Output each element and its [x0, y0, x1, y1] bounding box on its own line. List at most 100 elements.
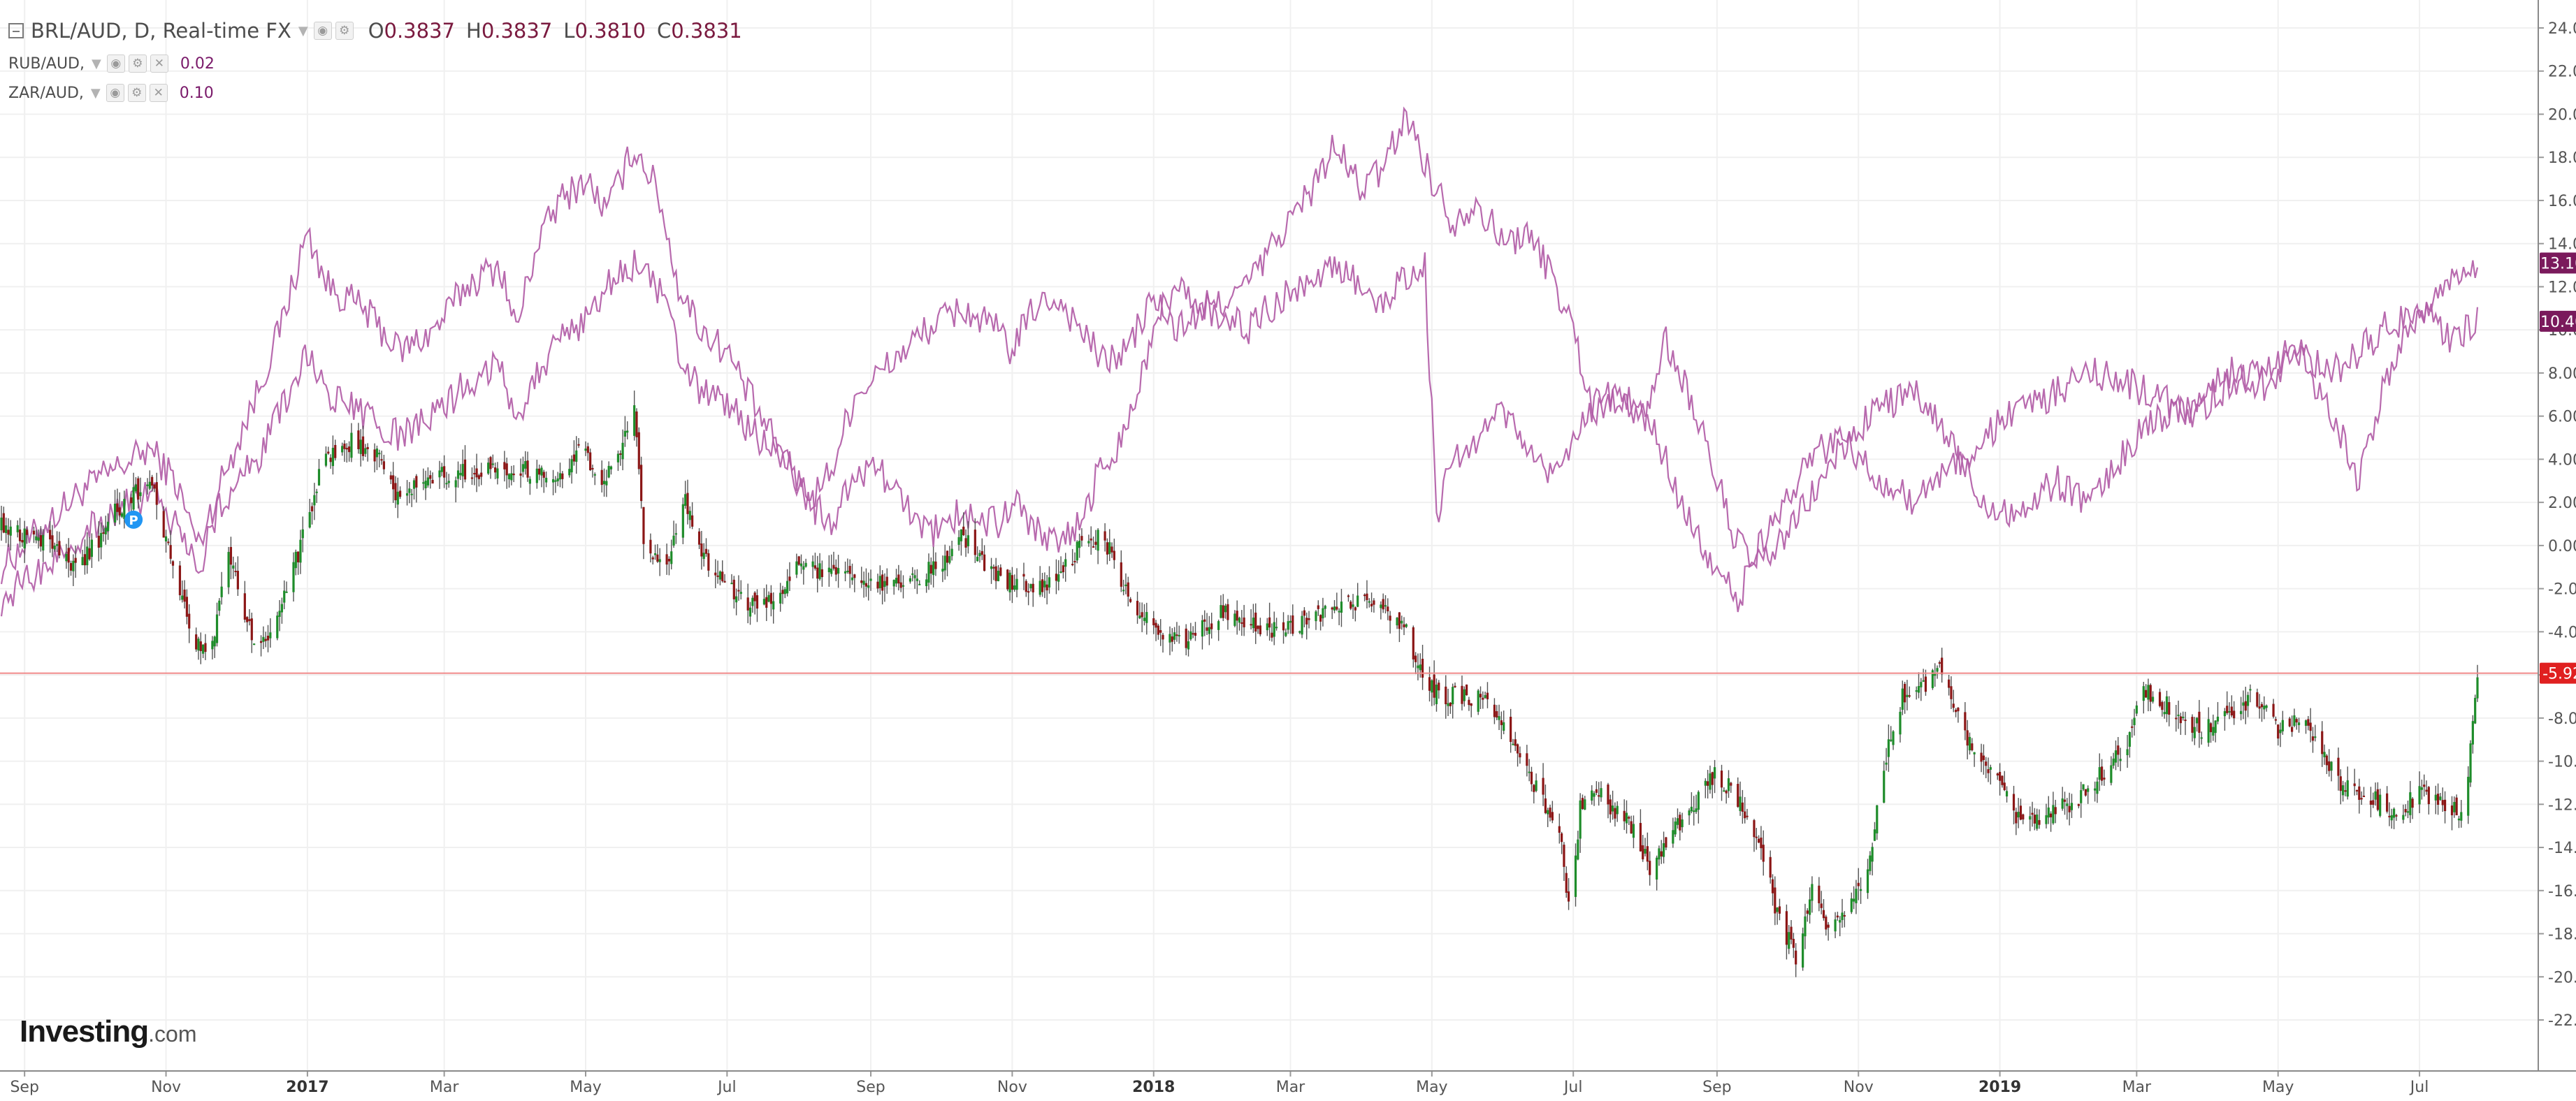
candle-up[interactable]	[2207, 719, 2210, 743]
candle-down[interactable]	[1771, 879, 1774, 894]
candle-up[interactable]	[454, 480, 457, 488]
candle-up[interactable]	[957, 537, 960, 545]
candle-up[interactable]	[718, 571, 721, 580]
candle-down[interactable]	[1259, 625, 1261, 634]
candle-up[interactable]	[1287, 621, 1289, 630]
candle-up[interactable]	[262, 636, 265, 642]
candle-up[interactable]	[2297, 722, 2301, 725]
candle-up[interactable]	[2177, 714, 2180, 716]
candle-up[interactable]	[811, 561, 814, 567]
candle-down[interactable]	[97, 535, 100, 548]
candle-down[interactable]	[1110, 546, 1113, 553]
candle-down[interactable]	[1857, 882, 1860, 887]
candle-down[interactable]	[2149, 685, 2152, 702]
candle-down[interactable]	[1707, 781, 1709, 786]
candle-up[interactable]	[2061, 798, 2064, 809]
candle-up[interactable]	[2200, 737, 2203, 739]
candle-up[interactable]	[341, 446, 344, 453]
candle-down[interactable]	[1006, 569, 1009, 590]
candle-up[interactable]	[1498, 716, 1500, 720]
candle-down[interactable]	[1194, 632, 1197, 636]
candle-up[interactable]	[1189, 631, 1192, 640]
candle-down[interactable]	[1822, 910, 1825, 919]
candle-down[interactable]	[1952, 703, 1955, 708]
candle-down[interactable]	[1639, 822, 1642, 852]
candle-up[interactable]	[1713, 767, 1716, 779]
candle-down[interactable]	[2226, 706, 2229, 713]
candle-down[interactable]	[649, 539, 652, 554]
candle-down[interactable]	[2244, 701, 2247, 711]
candle-up[interactable]	[1122, 590, 1125, 592]
candle-down[interactable]	[21, 540, 24, 543]
candle-up[interactable]	[2017, 812, 2020, 818]
gear-icon[interactable]: ⚙	[335, 22, 354, 40]
candle-down[interactable]	[1561, 833, 1563, 843]
candle-down[interactable]	[834, 567, 837, 575]
candle-up[interactable]	[1266, 623, 1268, 631]
candle-down[interactable]	[1820, 903, 1823, 908]
candle-down[interactable]	[1982, 755, 1985, 760]
candle-up[interactable]	[1547, 810, 1549, 815]
candle-down[interactable]	[1567, 891, 1570, 902]
candle-up[interactable]	[1043, 581, 1046, 588]
candle-down[interactable]	[964, 538, 967, 548]
candle-up[interactable]	[2263, 706, 2266, 710]
candle-down[interactable]	[974, 530, 976, 555]
candle-down[interactable]	[1725, 790, 1728, 794]
candle-down[interactable]	[1373, 600, 1375, 605]
candle-up[interactable]	[1220, 605, 1222, 618]
candle-up[interactable]	[308, 512, 311, 528]
candle-up[interactable]	[748, 607, 752, 617]
candle-up[interactable]	[1356, 595, 1359, 607]
candle-down[interactable]	[832, 564, 835, 569]
candle-down[interactable]	[1438, 683, 1440, 691]
candle-down[interactable]	[7, 530, 10, 535]
gear-icon[interactable]: ⚙	[128, 54, 147, 73]
candle-down[interactable]	[2031, 812, 2034, 815]
candle-up[interactable]	[1804, 916, 1807, 937]
candle-up[interactable]	[1340, 601, 1343, 613]
candle-up[interactable]	[621, 442, 624, 460]
candle-up[interactable]	[280, 604, 284, 613]
candle-down[interactable]	[2012, 794, 2016, 811]
candle-down[interactable]	[1563, 845, 1565, 867]
candle-down[interactable]	[992, 567, 995, 569]
candle-down[interactable]	[2425, 789, 2428, 792]
candle-up[interactable]	[1252, 618, 1255, 629]
candle-up[interactable]	[2418, 786, 2421, 805]
candle-up[interactable]	[1723, 790, 1725, 792]
candle-down[interactable]	[816, 567, 819, 579]
candle-up[interactable]	[911, 573, 914, 575]
candle-down[interactable]	[1428, 677, 1431, 691]
candle-down[interactable]	[2191, 717, 2194, 733]
candle-up[interactable]	[925, 579, 928, 586]
candle-up[interactable]	[2112, 758, 2115, 766]
candle-up[interactable]	[1396, 618, 1398, 626]
candle-up[interactable]	[42, 534, 45, 550]
candle-down[interactable]	[1041, 579, 1044, 592]
candle-down[interactable]	[1291, 615, 1294, 634]
candle-down[interactable]	[1159, 630, 1162, 633]
legend-main-title[interactable]: BRL/AUD, D, Real-time FX	[31, 19, 291, 43]
candle-down[interactable]	[162, 511, 165, 538]
candle-up[interactable]	[1168, 634, 1171, 643]
candle-down[interactable]	[1665, 837, 1667, 848]
candle-down[interactable]	[2077, 803, 2081, 806]
candle-down[interactable]	[345, 448, 348, 450]
candle-up[interactable]	[132, 487, 135, 510]
candle-up[interactable]	[1187, 641, 1190, 650]
candle-up[interactable]	[120, 513, 124, 517]
candle-down[interactable]	[1825, 917, 1828, 930]
candle-down[interactable]	[2337, 757, 2340, 776]
candle-up[interactable]	[1289, 620, 1292, 623]
candle-down[interactable]	[58, 541, 61, 556]
eye-icon[interactable]: ◉	[313, 22, 332, 40]
candle-down[interactable]	[572, 454, 576, 462]
candle-down[interactable]	[503, 462, 506, 469]
candle-up[interactable]	[2246, 694, 2250, 706]
candle-up[interactable]	[941, 569, 944, 572]
candle-up[interactable]	[1078, 540, 1081, 548]
candle-down[interactable]	[2015, 812, 2018, 824]
candle-down[interactable]	[1127, 582, 1129, 597]
